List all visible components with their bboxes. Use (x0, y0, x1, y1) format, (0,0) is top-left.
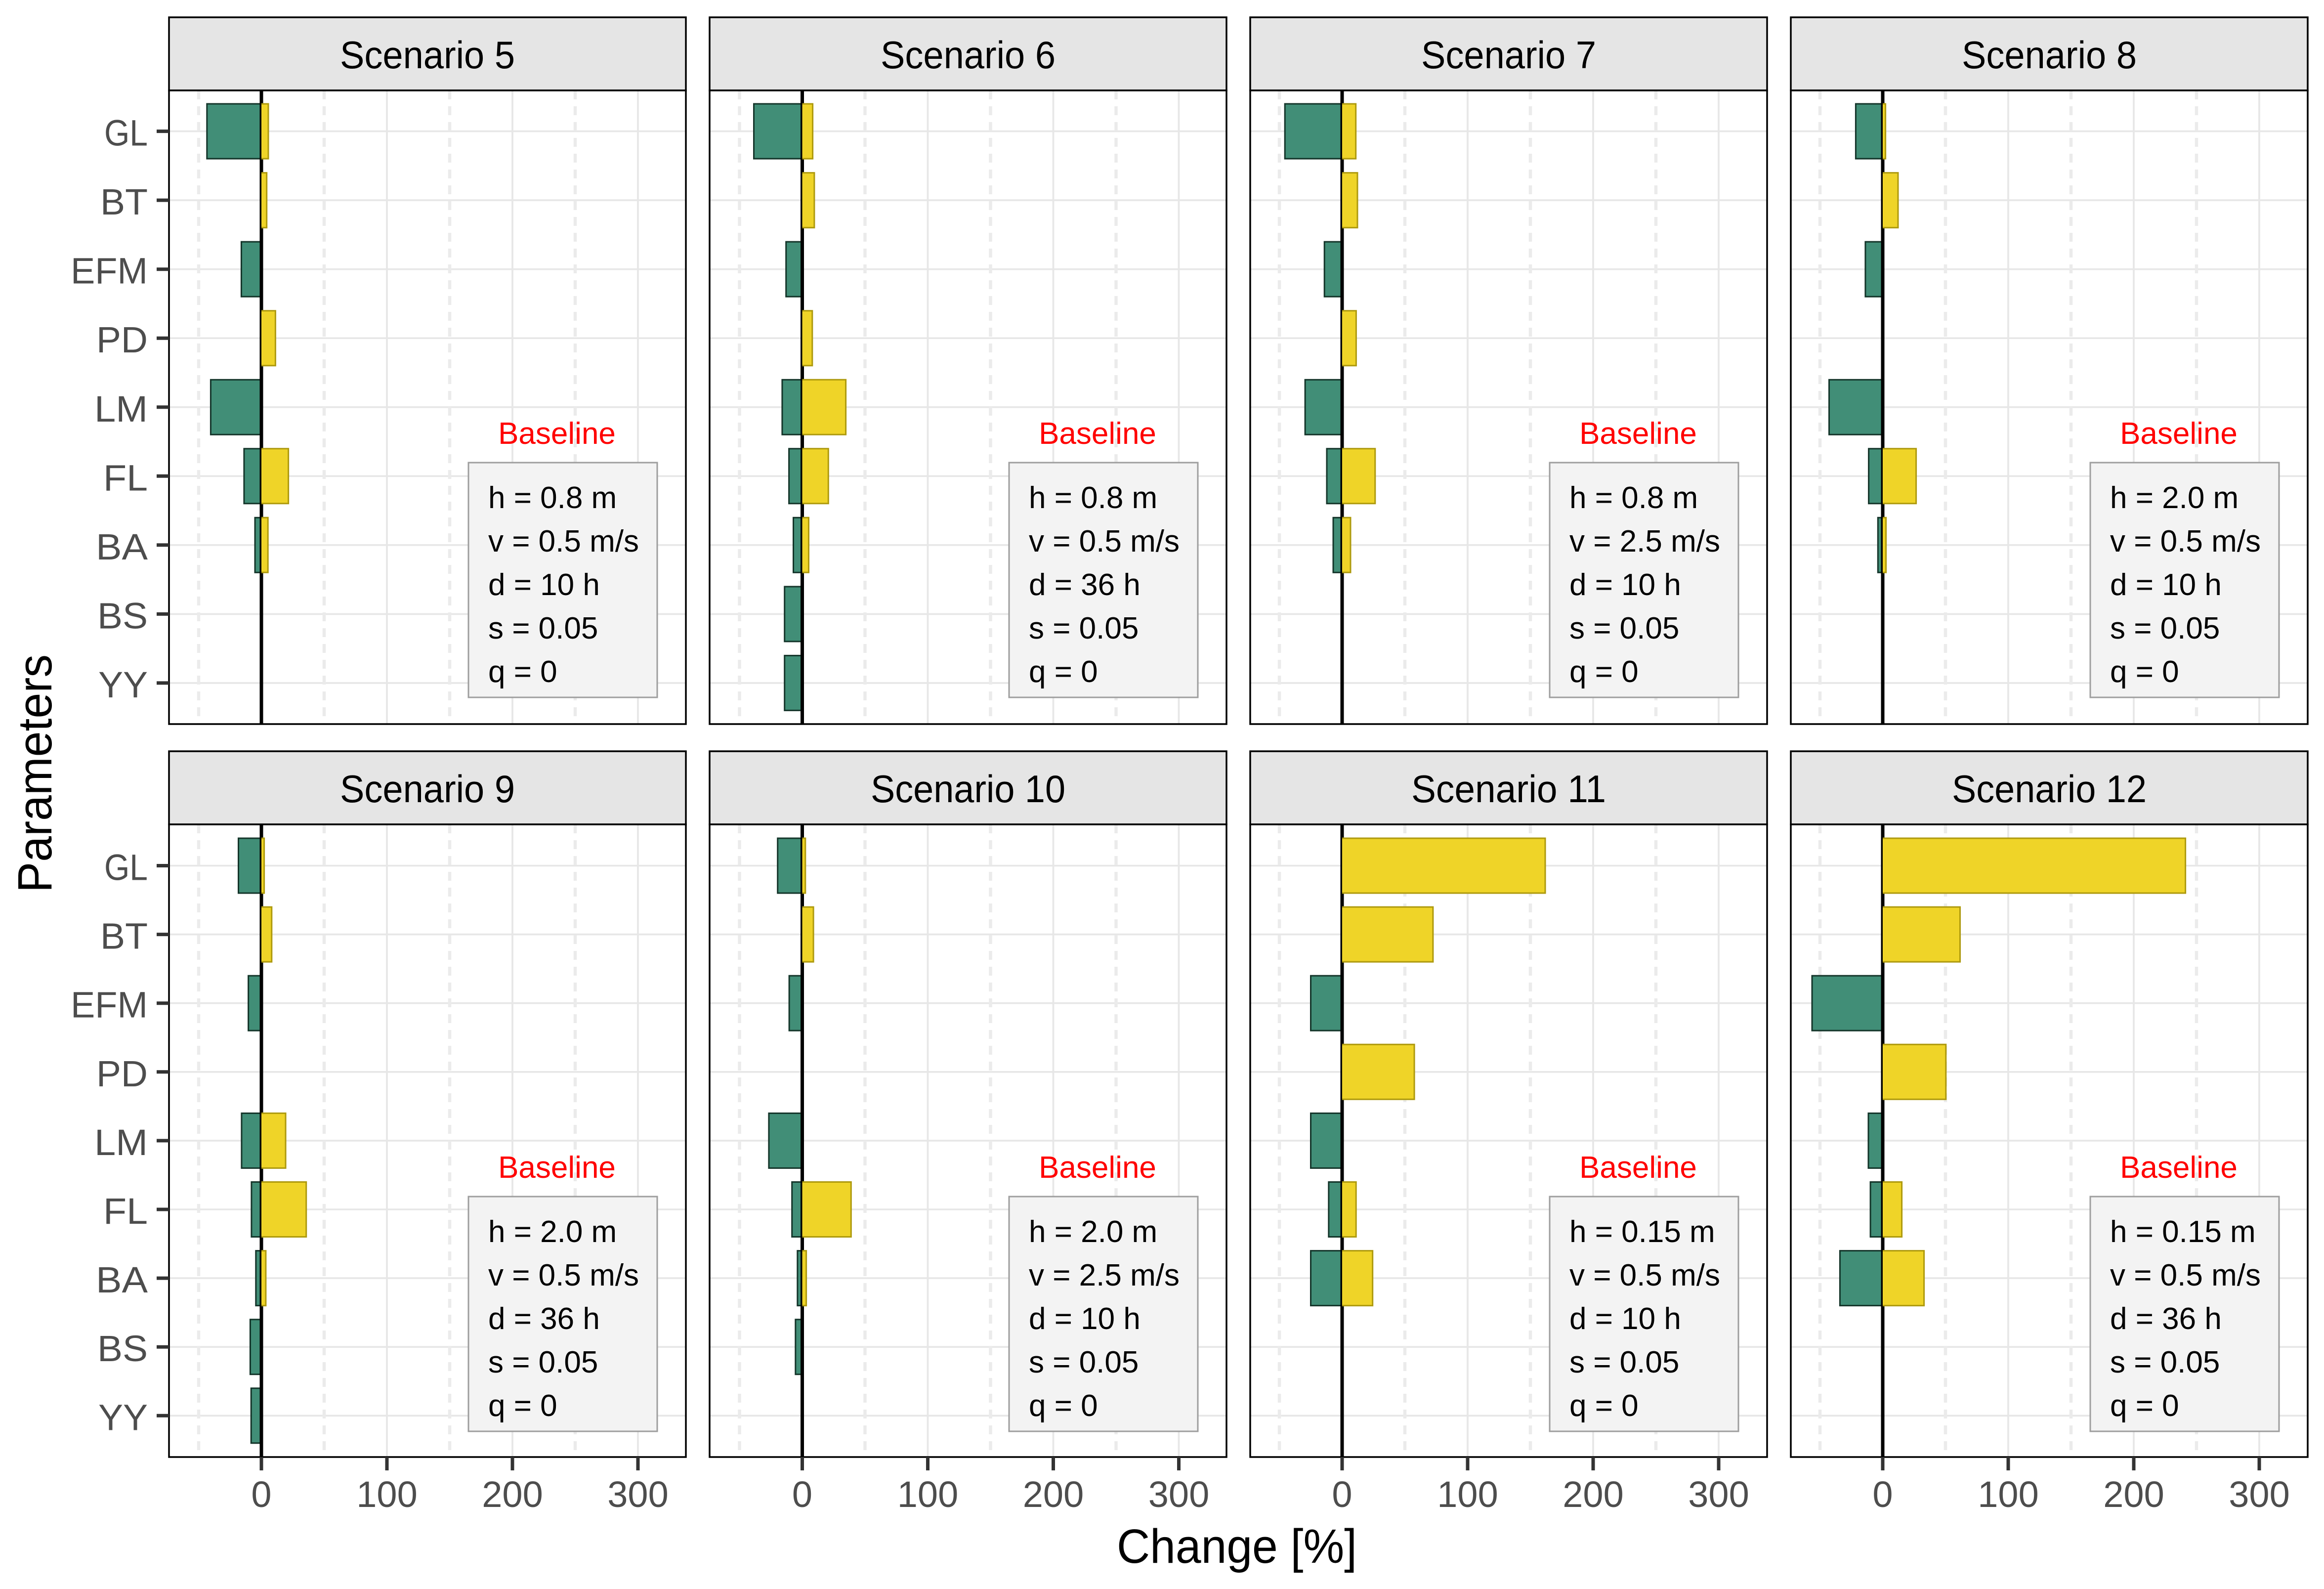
svg-text:d = 10 h: d = 10 h (1569, 568, 1681, 602)
svg-text:v = 0.5 m/s: v = 0.5 m/s (1029, 524, 1180, 558)
svg-text:Scenario 6: Scenario 6 (881, 33, 1056, 77)
svg-text:h = 2.0 m: h = 2.0 m (1029, 1215, 1157, 1249)
svg-text:FL: FL (103, 1191, 148, 1232)
svg-text:s = 0.05: s = 0.05 (2110, 1345, 2220, 1379)
svg-text:BA: BA (96, 526, 148, 567)
svg-text:PD: PD (96, 1053, 148, 1094)
svg-text:Baseline: Baseline (498, 1151, 616, 1185)
svg-text:Baseline: Baseline (2120, 1151, 2238, 1185)
svg-text:q = 0: q = 0 (1029, 655, 1098, 689)
svg-text:FL: FL (103, 457, 148, 498)
svg-text:0: 0 (1872, 1474, 1893, 1515)
svg-text:v = 0.5 m/s: v = 0.5 m/s (2110, 524, 2261, 558)
svg-text:EFM: EFM (71, 985, 148, 1026)
svg-text:h = 0.15 m: h = 0.15 m (2110, 1215, 2256, 1249)
svg-text:h = 0.8 m: h = 0.8 m (1029, 481, 1157, 515)
svg-text:Baseline: Baseline (1039, 1151, 1156, 1185)
svg-text:Baseline: Baseline (498, 417, 616, 451)
svg-text:h = 0.8 m: h = 0.8 m (1569, 481, 1698, 515)
svg-text:300: 300 (1688, 1474, 1749, 1515)
svg-text:300: 300 (1148, 1474, 1209, 1515)
svg-text:BS: BS (97, 595, 148, 636)
svg-text:300: 300 (607, 1474, 668, 1515)
svg-text:0: 0 (792, 1474, 812, 1515)
svg-text:200: 200 (1023, 1474, 1084, 1515)
svg-text:v = 0.5 m/s: v = 0.5 m/s (2110, 1258, 2261, 1292)
svg-text:v = 0.5 m/s: v = 0.5 m/s (488, 524, 639, 558)
svg-text:d = 36 h: d = 36 h (1029, 568, 1141, 602)
svg-text:LM: LM (94, 1122, 148, 1163)
svg-text:q = 0: q = 0 (2110, 655, 2179, 689)
svg-text:q = 0: q = 0 (2110, 1389, 2179, 1423)
svg-text:v = 2.5 m/s: v = 2.5 m/s (1569, 524, 1720, 558)
svg-text:Change [%]: Change [%] (1117, 1519, 1357, 1573)
svg-text:Scenario 12: Scenario 12 (1952, 767, 2147, 811)
svg-text:100: 100 (897, 1474, 958, 1515)
svg-text:PD: PD (96, 319, 148, 360)
svg-text:d = 10 h: d = 10 h (488, 568, 600, 602)
svg-text:h = 2.0 m: h = 2.0 m (488, 1215, 617, 1249)
svg-text:BT: BT (100, 916, 148, 957)
svg-text:d = 10 h: d = 10 h (2110, 568, 2222, 602)
svg-text:Baseline: Baseline (2120, 417, 2238, 451)
svg-text:s = 0.05: s = 0.05 (1569, 611, 1679, 645)
svg-text:s = 0.05: s = 0.05 (1029, 1345, 1139, 1379)
svg-text:100: 100 (1978, 1474, 2038, 1515)
svg-text:LM: LM (94, 388, 148, 429)
svg-text:0: 0 (251, 1474, 271, 1515)
svg-text:200: 200 (1563, 1474, 1623, 1515)
svg-text:100: 100 (356, 1474, 417, 1515)
svg-text:q = 0: q = 0 (488, 1389, 557, 1423)
svg-text:YY: YY (98, 1397, 148, 1438)
svg-text:Parameters: Parameters (8, 654, 62, 893)
svg-text:h = 0.8 m: h = 0.8 m (488, 481, 617, 515)
svg-text:Scenario 5: Scenario 5 (340, 33, 515, 77)
svg-text:d = 36 h: d = 36 h (2110, 1302, 2222, 1336)
svg-text:q = 0: q = 0 (1029, 1389, 1098, 1423)
svg-text:Scenario 7: Scenario 7 (1421, 33, 1596, 77)
svg-text:s = 0.05: s = 0.05 (1029, 611, 1139, 645)
svg-text:d = 10 h: d = 10 h (1569, 1302, 1681, 1336)
svg-text:Baseline: Baseline (1579, 417, 1697, 451)
svg-text:h = 0.15 m: h = 0.15 m (1569, 1215, 1715, 1249)
svg-text:200: 200 (482, 1474, 543, 1515)
svg-text:Scenario 9: Scenario 9 (340, 767, 515, 811)
svg-text:v = 2.5 m/s: v = 2.5 m/s (1029, 1258, 1180, 1292)
svg-text:0: 0 (1332, 1474, 1352, 1515)
svg-text:q = 0: q = 0 (1569, 655, 1639, 689)
svg-text:BA: BA (96, 1259, 148, 1300)
svg-text:BT: BT (100, 181, 148, 222)
svg-text:Baseline: Baseline (1039, 417, 1156, 451)
svg-text:200: 200 (2103, 1474, 2164, 1515)
svg-text:EFM: EFM (71, 251, 148, 292)
svg-text:d = 36 h: d = 36 h (488, 1302, 600, 1336)
svg-text:s = 0.05: s = 0.05 (488, 1345, 598, 1379)
svg-text:v = 0.5 m/s: v = 0.5 m/s (1569, 1258, 1720, 1292)
svg-text:300: 300 (2229, 1474, 2289, 1515)
svg-text:100: 100 (1437, 1474, 1498, 1515)
svg-text:v = 0.5 m/s: v = 0.5 m/s (488, 1258, 639, 1292)
svg-text:Scenario 11: Scenario 11 (1411, 767, 1606, 811)
svg-text:GL: GL (104, 847, 148, 888)
svg-text:Baseline: Baseline (1579, 1151, 1697, 1185)
svg-text:Scenario 10: Scenario 10 (871, 767, 1065, 811)
svg-text:q = 0: q = 0 (1569, 1389, 1639, 1423)
svg-text:s = 0.05: s = 0.05 (2110, 611, 2220, 645)
svg-text:d = 10 h: d = 10 h (1029, 1302, 1141, 1336)
svg-text:GL: GL (104, 113, 148, 154)
svg-text:s = 0.05: s = 0.05 (488, 611, 598, 645)
svg-text:h = 2.0 m: h = 2.0 m (2110, 481, 2239, 515)
svg-text:BS: BS (97, 1328, 148, 1369)
svg-text:q = 0: q = 0 (488, 655, 557, 689)
svg-text:YY: YY (98, 664, 148, 705)
svg-text:Scenario 8: Scenario 8 (1962, 33, 2137, 77)
svg-text:s = 0.05: s = 0.05 (1569, 1345, 1679, 1379)
